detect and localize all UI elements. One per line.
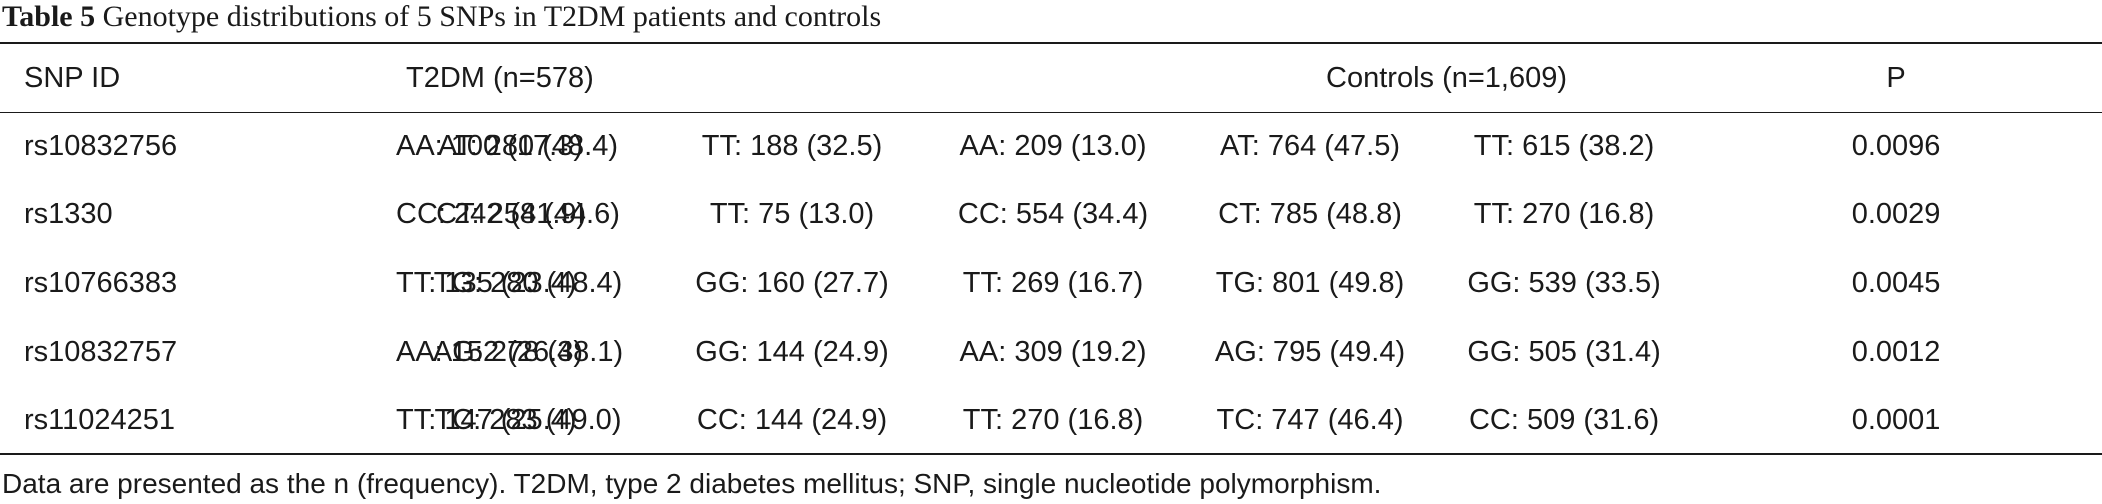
controls-genotype-cell: CT: 785 (48.8) xyxy=(1218,198,1402,231)
snp-id-cell: rs1330 xyxy=(24,198,113,231)
snp-id-cell: rs10766383 xyxy=(24,266,178,299)
t2dm-genotype-cell: CC: 144 (24.9) xyxy=(696,404,888,437)
table-row: rs11024251 TT: 147 (25.4) TC: 283 (49.0) CC… xyxy=(0,386,2102,455)
table-row: rs10766383 TT: 135 (23.4) TG: 280 (48.4) GG… xyxy=(0,249,2102,318)
header-row: SNP ID T2DM (n=578) Controls (n=1,609) P xyxy=(0,44,2102,112)
t2dm-genotype-cell: AA: 152 (26.3) xyxy=(396,335,583,368)
t2dm-genotype-cell: GG: 160 (27.7) xyxy=(695,266,889,299)
table-caption: Table 5 Genotype distributions of 5 SNPs… xyxy=(2,0,881,34)
t2dm-genotype-cell: TT: 135 (23.4) xyxy=(396,266,577,299)
t2dm-genotype-cell: TT: 75 (13.0) xyxy=(709,198,875,231)
table-caption-text: Genotype distributions of 5 SNPs in T2DM… xyxy=(102,0,882,33)
controls-genotype-cell: AA: 309 (19.2) xyxy=(959,335,1147,368)
table-bottom-rule xyxy=(0,453,2102,455)
controls-genotype-cell: CC: 509 (31.6) xyxy=(1468,404,1660,437)
table-body: rs10832756 AA: 100 (17.3) AT: 280 (48.4) TT… xyxy=(0,112,2102,455)
snp-id-cell: rs11024251 xyxy=(24,404,176,437)
snp-id-cell: rs10832756 xyxy=(24,129,178,162)
header-controls: Controls (n=1,609) xyxy=(1326,61,1568,94)
controls-genotype-cell: AA: 209 (13.0) xyxy=(959,129,1147,162)
p-value-cell: 0.0012 xyxy=(1851,335,1941,368)
t2dm-genotype-cell: TT: 147 (25.4) xyxy=(396,404,577,437)
controls-genotype-cell: GG: 505 (31.4) xyxy=(1467,335,1661,368)
header-snp-id: SNP ID xyxy=(24,61,121,94)
t2dm-genotype-cell: TC: 283 (49.0) xyxy=(434,404,622,437)
controls-genotype-cell: TG: 801 (49.8) xyxy=(1215,266,1405,299)
table-row: rs1330 CC: 242 (41.9) CT: 258 (44.6) TT: 75… xyxy=(0,181,2102,250)
controls-genotype-cell: AT: 764 (47.5) xyxy=(1220,129,1401,162)
t2dm-genotype-cell: AT: 280 (48.4) xyxy=(437,129,618,162)
controls-genotype-cell: TT: 615 (38.2) xyxy=(1473,129,1655,162)
controls-genotype-cell: GG: 539 (33.5) xyxy=(1467,266,1661,299)
controls-genotype-cell: TT: 269 (16.7) xyxy=(962,266,1144,299)
controls-genotype-cell: TT: 270 (16.8) xyxy=(1473,198,1655,231)
t2dm-genotype-cell: AA: 100 (17.3) xyxy=(396,129,583,162)
snp-id-cell: rs10832757 xyxy=(24,335,178,368)
header-t2dm: T2DM (n=578) xyxy=(406,61,594,94)
table-footnote: Data are presented as the n (frequency).… xyxy=(2,468,1382,499)
genotype-table: SNP ID T2DM (n=578) Controls (n=1,609) P… xyxy=(0,44,2102,455)
p-value-cell: 0.0096 xyxy=(1851,129,1941,162)
t2dm-genotype-cell: CC: 242 (41.9) xyxy=(396,198,587,231)
table-top-rule xyxy=(0,42,2102,44)
p-value-cell: 0.0029 xyxy=(1851,198,1941,231)
table-row: rs10832757 AA: 152 (26.3) AG: 278 (48.1) GG… xyxy=(0,318,2102,387)
t2dm-genotype-cell: TT: 188 (32.5) xyxy=(701,129,883,162)
table-caption-label: Table 5 xyxy=(2,0,96,33)
controls-genotype-cell: TT: 270 (16.8) xyxy=(962,404,1144,437)
t2dm-genotype-cell: TG: 280 (48.4) xyxy=(433,266,623,299)
p-value-cell: 0.0045 xyxy=(1851,266,1941,299)
t2dm-genotype-cell: CT: 258 (44.6) xyxy=(436,198,620,231)
controls-genotype-cell: AG: 795 (49.4) xyxy=(1214,335,1406,368)
t2dm-genotype-cell: GG: 144 (24.9) xyxy=(695,335,889,368)
header-p: P xyxy=(1886,61,1906,94)
table-header-rule xyxy=(0,112,2102,113)
t2dm-genotype-cell: AG: 278 (48.1) xyxy=(432,335,624,368)
controls-genotype-cell: CC: 554 (34.4) xyxy=(957,198,1149,231)
p-value-cell: 0.0001 xyxy=(1851,404,1941,437)
table-row: rs10832756 AA: 100 (17.3) AT: 280 (48.4) TT… xyxy=(0,112,2102,181)
controls-genotype-cell: TC: 747 (46.4) xyxy=(1216,404,1404,437)
